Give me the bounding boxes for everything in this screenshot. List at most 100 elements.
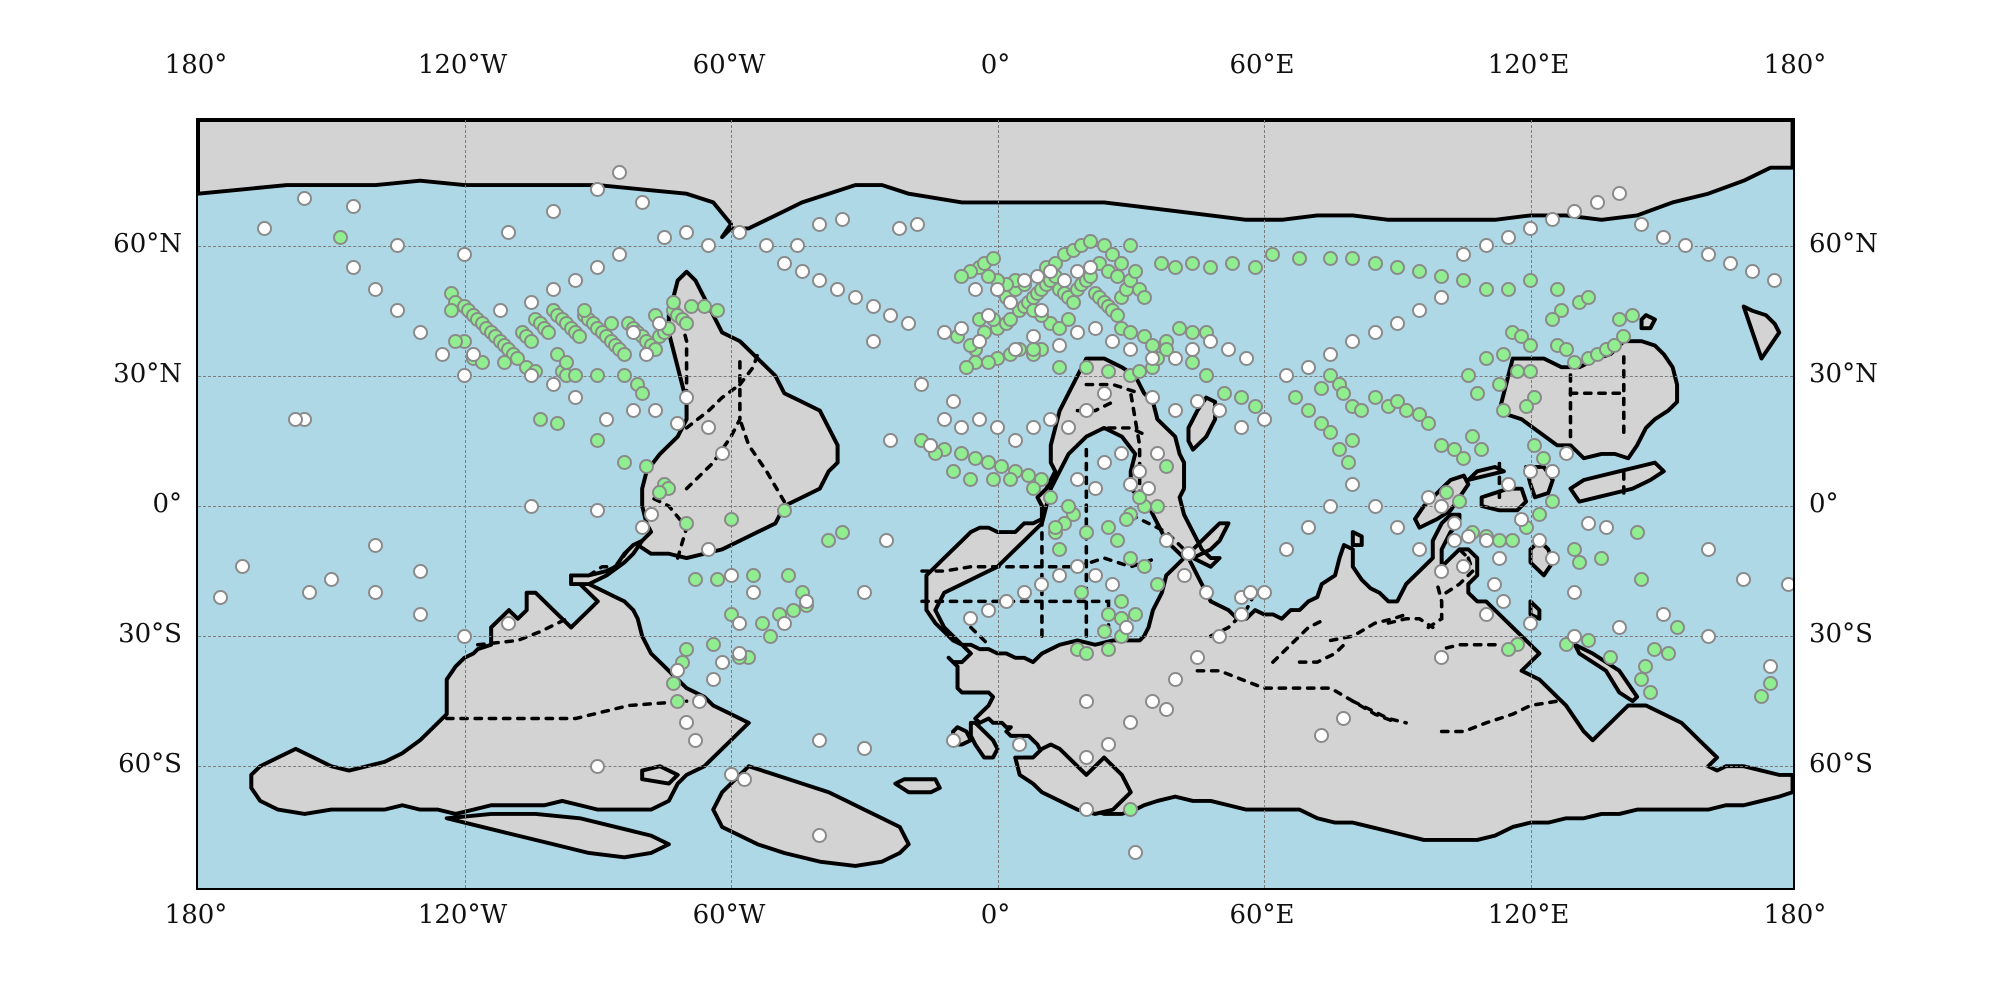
scatter-point-white[interactable] — [1523, 220, 1538, 236]
scatter-point-white[interactable] — [1234, 420, 1250, 436]
scatter-point-white[interactable] — [856, 741, 872, 757]
scatter-point-green[interactable] — [1109, 533, 1125, 549]
scatter-point-white[interactable] — [1567, 585, 1583, 601]
scatter-point-white[interactable] — [679, 390, 695, 406]
scatter-point-white[interactable] — [634, 194, 650, 210]
scatter-point-white[interactable] — [1078, 750, 1094, 766]
scatter-point-white[interactable] — [1456, 559, 1472, 575]
scatter-point-white[interactable] — [323, 572, 339, 588]
scatter-point-green[interactable] — [1332, 442, 1347, 458]
scatter-point-green[interactable] — [981, 355, 997, 371]
scatter-point-white[interactable] — [590, 758, 606, 774]
scatter-point-white[interactable] — [1656, 606, 1672, 622]
scatter-point-green[interactable] — [985, 251, 1001, 267]
scatter-point-white[interactable] — [1158, 702, 1174, 718]
scatter-point-white[interactable] — [723, 567, 739, 583]
scatter-point-green[interactable] — [1149, 576, 1165, 592]
scatter-point-white[interactable] — [1149, 446, 1165, 462]
scatter-point-white[interactable] — [679, 225, 695, 241]
scatter-point-green[interactable] — [616, 346, 632, 362]
scatter-point-green[interactable] — [1602, 650, 1618, 666]
scatter-point-white[interactable] — [656, 229, 672, 245]
scatter-point-white[interactable] — [776, 255, 792, 271]
scatter-point-white[interactable] — [434, 346, 450, 362]
scatter-point-white[interactable] — [1478, 606, 1494, 622]
scatter-point-white[interactable] — [1034, 303, 1050, 319]
scatter-point-white[interactable] — [990, 420, 1005, 436]
scatter-point-white[interactable] — [701, 420, 717, 436]
scatter-point-green[interactable] — [634, 385, 650, 401]
scatter-point-white[interactable] — [865, 333, 881, 349]
scatter-point-white[interactable] — [910, 216, 926, 232]
scatter-point-white[interactable] — [412, 325, 428, 341]
scatter-point-green[interactable] — [1101, 520, 1117, 536]
scatter-point-green[interactable] — [1336, 385, 1352, 401]
scatter-point-white[interactable] — [1176, 567, 1192, 583]
scatter-point-green[interactable] — [1411, 264, 1427, 280]
scatter-point-green[interactable] — [1616, 329, 1632, 345]
scatter-point-white[interactable] — [954, 420, 970, 436]
scatter-point-white[interactable] — [1087, 481, 1103, 497]
scatter-point-white[interactable] — [1345, 476, 1361, 492]
scatter-point-green[interactable] — [1083, 233, 1099, 249]
scatter-point-green[interactable] — [1505, 533, 1521, 549]
scatter-point-white[interactable] — [1500, 476, 1516, 492]
scatter-point-green[interactable] — [1345, 251, 1361, 267]
scatter-point-white[interactable] — [945, 394, 961, 410]
scatter-point-white[interactable] — [1278, 368, 1294, 384]
scatter-point-white[interactable] — [1500, 229, 1516, 245]
scatter-point-white[interactable] — [465, 346, 481, 362]
scatter-point-white[interactable] — [1700, 628, 1716, 644]
scatter-point-white[interactable] — [1043, 411, 1059, 427]
scatter-point-green[interactable] — [1149, 498, 1165, 514]
scatter-point-white[interactable] — [1243, 585, 1259, 601]
scatter-point-green[interactable] — [1580, 632, 1596, 648]
scatter-point-white[interactable] — [545, 281, 561, 297]
scatter-point-white[interactable] — [634, 520, 650, 536]
scatter-point-green[interactable] — [1292, 251, 1308, 267]
scatter-point-green[interactable] — [1496, 403, 1512, 419]
scatter-point-white[interactable] — [1189, 394, 1205, 410]
scatter-point-green[interactable] — [1456, 272, 1472, 288]
scatter-point-white[interactable] — [799, 593, 814, 609]
scatter-point-white[interactable] — [1212, 628, 1228, 644]
scatter-point-white[interactable] — [936, 411, 952, 427]
scatter-point-white[interactable] — [1478, 238, 1494, 254]
scatter-point-white[interactable] — [1345, 333, 1361, 349]
scatter-point-white[interactable] — [847, 290, 863, 306]
scatter-point-green[interactable] — [745, 567, 761, 583]
scatter-point-green[interactable] — [1123, 238, 1139, 254]
scatter-point-green[interactable] — [687, 572, 703, 588]
scatter-point-green[interactable] — [1109, 268, 1125, 284]
scatter-point-white[interactable] — [234, 559, 250, 575]
scatter-point-white[interactable] — [297, 190, 313, 206]
scatter-point-white[interactable] — [1123, 476, 1139, 492]
scatter-point-white[interactable] — [1678, 238, 1694, 254]
scatter-point-white[interactable] — [1096, 455, 1112, 471]
scatter-point-green[interactable] — [1642, 684, 1658, 700]
scatter-point-white[interactable] — [1101, 737, 1117, 753]
scatter-point-green[interactable] — [496, 355, 512, 371]
scatter-point-white[interactable] — [1069, 472, 1085, 488]
scatter-point-white[interactable] — [1025, 329, 1041, 345]
scatter-point-white[interactable] — [345, 199, 361, 215]
scatter-point-green[interactable] — [723, 511, 739, 527]
scatter-point-white[interactable] — [1545, 212, 1561, 228]
scatter-point-white[interactable] — [732, 225, 748, 241]
scatter-point-white[interactable] — [967, 281, 983, 297]
scatter-point-white[interactable] — [1323, 346, 1339, 362]
scatter-point-green[interactable] — [1594, 550, 1610, 566]
scatter-point-white[interactable] — [545, 377, 561, 393]
scatter-point-green[interactable] — [665, 294, 681, 310]
scatter-point-white[interactable] — [1411, 303, 1427, 319]
scatter-point-green[interactable] — [1545, 312, 1561, 327]
scatter-point-green[interactable] — [1225, 255, 1241, 271]
scatter-point-green[interactable] — [1500, 281, 1516, 297]
scatter-point-white[interactable] — [1611, 619, 1627, 635]
scatter-point-white[interactable] — [599, 411, 615, 427]
scatter-point-white[interactable] — [647, 403, 663, 419]
scatter-point-white[interactable] — [1567, 203, 1583, 219]
scatter-point-green[interactable] — [1567, 355, 1583, 371]
scatter-point-white[interactable] — [914, 377, 930, 393]
scatter-point-white[interactable] — [523, 368, 539, 384]
